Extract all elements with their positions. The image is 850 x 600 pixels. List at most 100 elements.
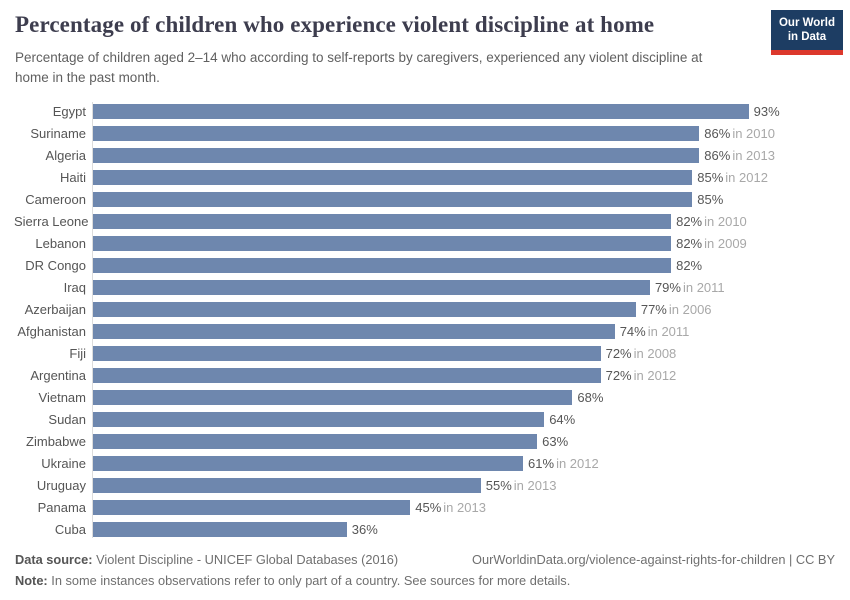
value-percent: 63%	[542, 433, 569, 449]
value-percent: 72%	[605, 345, 632, 361]
bar[interactable]	[93, 213, 672, 229]
value-year-note: in 2006	[668, 301, 712, 317]
country-label: Sierra Leone	[14, 213, 89, 229]
bar-row: Sierra Leone 82% in 2010	[14, 210, 836, 232]
bar[interactable]	[93, 433, 538, 449]
bar-chart: Egypt 93% Suriname 86% in 2010 Algeria 86% in 2…	[14, 100, 836, 540]
bar[interactable]	[93, 301, 636, 317]
value-year-note: in 2010	[704, 213, 747, 229]
value-percent: 55%	[485, 477, 512, 493]
bar-row: Sudan 64%	[14, 408, 836, 430]
bar-row: Afghanistan 74% in 2011	[14, 320, 836, 342]
bar-value-label: 74% in 2011	[620, 324, 690, 339]
country-label: DR Congo	[25, 257, 86, 273]
owid-logo-line2: in Data	[787, 31, 827, 44]
bar-row: Uruguay 55% in 2013	[14, 474, 836, 496]
owid-url-link[interactable]: OurWorldinData.org/violence-against-righ…	[472, 552, 835, 567]
bar[interactable]	[93, 367, 601, 383]
bar-value-label: 86% in 2010	[704, 126, 775, 141]
y-axis-line	[92, 102, 93, 538]
country-label: Azerbaijan	[24, 301, 86, 317]
bar[interactable]	[93, 345, 601, 361]
bar-row: Azerbaijan 77% in 2006	[14, 298, 836, 320]
bar-row: Cameroon 85%	[14, 188, 836, 210]
bar-row: Fiji 72% in 2008	[14, 342, 836, 364]
bar-row: Zimbabwe 63%	[14, 430, 836, 452]
bar-row: Lebanon 82% in 2009	[14, 232, 836, 254]
value-percent: 79%	[654, 279, 681, 295]
bar-plot-area: 82% in 2009	[93, 235, 836, 251]
bar[interactable]	[93, 147, 700, 163]
value-percent: 64%	[549, 411, 576, 427]
country-label: Cuba	[54, 521, 86, 537]
bar-value-label: 63%	[542, 434, 568, 449]
country-label: Algeria	[45, 147, 86, 163]
bar[interactable]	[93, 257, 672, 273]
bar[interactable]	[93, 521, 347, 537]
value-percent: 85%	[697, 169, 724, 185]
bar[interactable]	[93, 389, 573, 405]
value-percent: 85%	[697, 191, 724, 207]
bar-value-label: 86% in 2013	[704, 148, 775, 163]
bar-plot-area: 72% in 2012	[93, 367, 836, 383]
chart-header: Percentage of children who experience vi…	[15, 12, 755, 87]
bar-row: Suriname 86% in 2010	[14, 122, 836, 144]
bar-value-label: 77% in 2006	[641, 302, 712, 317]
bar[interactable]	[93, 477, 481, 493]
bar[interactable]	[93, 103, 749, 119]
value-percent: 86%	[704, 125, 731, 141]
bar[interactable]	[93, 235, 672, 251]
bar-row: Panama 45% in 2013	[14, 496, 836, 518]
data-source-label: Data source:	[15, 552, 93, 567]
bar-row: DR Congo 82%	[14, 254, 836, 276]
bar[interactable]	[93, 169, 693, 185]
value-percent: 77%	[640, 301, 667, 317]
country-label: Ukraine	[41, 455, 86, 471]
data-source: Data source: Violent Discipline - UNICEF…	[15, 552, 398, 567]
bar-plot-area: 64%	[93, 411, 836, 427]
value-percent: 36%	[351, 521, 378, 537]
country-label: Vietnam	[38, 389, 86, 405]
value-percent: 82%	[676, 213, 703, 229]
bar-plot-area: 77% in 2006	[93, 301, 836, 317]
country-label: Sudan	[48, 411, 86, 427]
bar-value-label: 55% in 2013	[486, 478, 557, 493]
bar-plot-area: 79% in 2011	[93, 279, 836, 295]
bar-plot-area: 85%	[93, 191, 836, 207]
bar[interactable]	[93, 323, 615, 339]
bar-value-label: 82%	[676, 258, 702, 273]
bar-plot-area: 85% in 2012	[93, 169, 836, 185]
bar-plot-area: 61% in 2012	[93, 455, 836, 471]
bar[interactable]	[93, 191, 693, 207]
value-year-note: in 2008	[633, 345, 677, 361]
owid-logo[interactable]: Our World in Data	[770, 10, 843, 55]
bar[interactable]	[93, 279, 650, 295]
bar-row: Ukraine 61% in 2012	[14, 452, 836, 474]
note-text: In some instances observations refer to …	[47, 573, 571, 588]
bar[interactable]	[93, 125, 700, 141]
bar[interactable]	[93, 411, 545, 427]
bar[interactable]	[93, 455, 524, 471]
bar-value-label: 85%	[697, 192, 723, 207]
value-year-note: in 2010	[732, 125, 775, 141]
country-label: Uruguay	[36, 477, 86, 493]
value-year-note: in 2013	[513, 477, 557, 493]
value-year-note: in 2012	[556, 455, 599, 471]
bar-value-label: 68%	[577, 390, 603, 405]
value-percent: 61%	[528, 455, 555, 471]
bar[interactable]	[93, 499, 411, 515]
value-percent: 68%	[577, 389, 604, 405]
country-label: Zimbabwe	[26, 433, 86, 449]
chart-footer: Data source: Violent Discipline - UNICEF…	[15, 552, 835, 588]
value-percent: 45%	[415, 499, 442, 515]
value-percent: 86%	[704, 147, 731, 163]
country-label: Afghanistan	[17, 323, 86, 339]
chart-title: Percentage of children who experience vi…	[15, 12, 655, 37]
country-label: Argentina	[30, 367, 86, 383]
country-label: Panama	[37, 499, 86, 515]
value-year-note: in 2012	[633, 367, 677, 383]
bar-value-label: 72% in 2012	[606, 368, 677, 383]
bar-plot-area: 82%	[93, 257, 836, 273]
bar-plot-area: 68%	[93, 389, 836, 405]
